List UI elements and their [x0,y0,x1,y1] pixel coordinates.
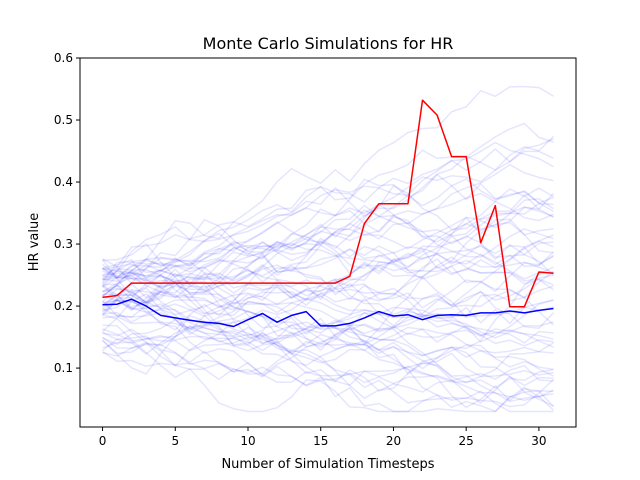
simulation-path [102,289,555,367]
x-tick-label: 30 [531,434,546,448]
chart-title: Monte Carlo Simulations for HR [203,34,454,53]
highlight-series [102,99,554,328]
y-tick-label: 0.1 [54,361,73,375]
simulation-path [102,141,554,281]
y-tick-label: 0.6 [54,51,73,65]
simulation-path [101,300,554,413]
simulation-path [102,218,554,268]
y-tick-label: 0.3 [54,237,73,251]
simulation-path [101,266,554,400]
simulation-path [102,256,554,300]
simulation-path [102,295,554,387]
simulation-path [101,122,554,285]
simulation-path [102,267,554,325]
simulation-path [102,318,554,389]
simulation-path [102,204,555,331]
simulation-path [102,287,554,352]
simulation-path [101,85,554,283]
simulation-path [102,135,555,279]
simulation-path [102,173,554,280]
simulation-path [101,178,554,317]
simulation-path [102,242,554,281]
simulation-path [102,307,554,413]
simulation-path [102,350,554,403]
simulation-path [102,333,554,381]
simulation-lines [101,85,555,413]
simulation-path [102,187,554,317]
x-tick-label: 10 [240,434,255,448]
simulation-path [102,234,554,281]
simulation-path [102,274,554,347]
simulation-path [102,242,555,409]
simulation-path [102,271,554,377]
y-tick-label: 0.4 [54,175,73,189]
simulation-path [102,246,554,305]
simulation-path [102,307,554,354]
simulation-path [102,192,554,298]
y-axis-label: HR value [27,213,42,271]
x-axis-label: Number of Simulation Timesteps [221,457,434,472]
simulation-path [101,148,554,313]
series-line-red [102,99,554,308]
simulation-path [102,292,554,339]
y-axis-ticks: 0.1 0.2 0.3 0.4 0.5 0.6 [54,51,80,375]
x-tick-label: 0 [99,434,107,448]
plot-area-frame [79,57,577,428]
simulation-path [102,206,554,293]
simulation-path [102,163,554,299]
simulation-path [102,209,555,310]
simulation-path [102,232,554,282]
simulation-path [102,299,554,367]
x-tick-label: 25 [459,434,474,448]
simulation-path [101,184,555,287]
simulation-path [102,265,554,355]
simulation-path [102,273,554,378]
simulation-path [101,326,554,407]
simulation-path [102,267,554,333]
simulation-path [102,138,554,286]
simulation-path [102,265,555,329]
simulation-path [102,335,554,393]
simulation-path [102,306,554,348]
y-tick-label: 0.5 [54,113,73,127]
x-tick-label: 5 [171,434,179,448]
simulation-path [102,324,555,413]
x-tick-label: 15 [313,434,328,448]
x-axis-ticks: 0 5 10 15 20 25 30 [99,427,547,448]
simulation-path [102,248,554,303]
x-tick-label: 20 [386,434,401,448]
y-tick-label: 0.2 [54,299,73,313]
simulation-path [101,279,554,329]
simulation-path [101,206,554,315]
series-line-blue [102,298,554,328]
simulation-path [102,328,554,384]
